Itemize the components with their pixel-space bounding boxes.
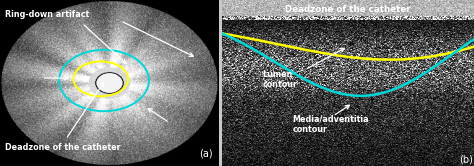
Text: Deadzone of the catheter: Deadzone of the catheter: [6, 143, 121, 152]
Text: Ring-down artifact: Ring-down artifact: [6, 10, 90, 19]
Text: Media/adventitia
contour: Media/adventitia contour: [292, 115, 369, 134]
Text: (b): (b): [459, 155, 473, 165]
Text: Lumen
contour: Lumen contour: [262, 70, 297, 89]
Text: (a): (a): [199, 148, 213, 158]
Text: Deadzone of the catheter: Deadzone of the catheter: [285, 5, 411, 14]
